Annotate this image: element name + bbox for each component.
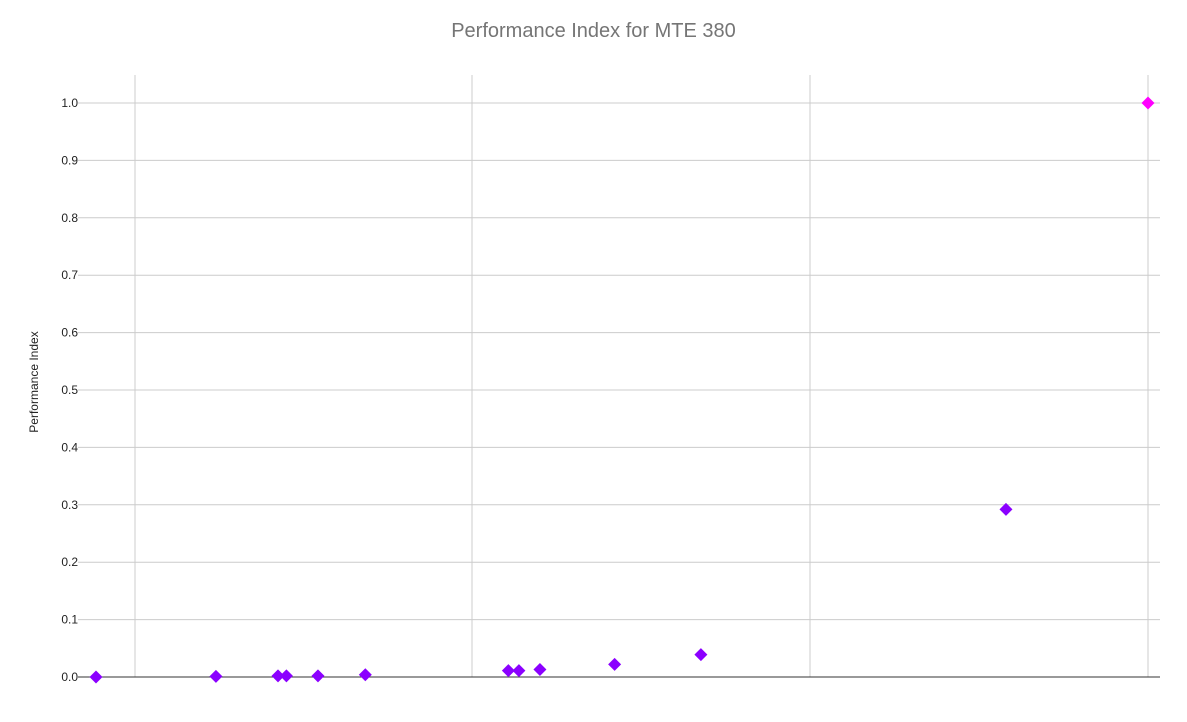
y-tick-label: 0.6 xyxy=(61,326,78,340)
y-tick-label: 0.8 xyxy=(61,211,78,225)
data-point xyxy=(271,669,285,683)
y-tick-label: 0.0 xyxy=(61,670,78,684)
data-point xyxy=(279,669,293,683)
data-point xyxy=(512,664,526,678)
y-tick-label: 0.7 xyxy=(61,268,78,282)
data-point xyxy=(358,668,372,682)
y-tick-label: 0.1 xyxy=(61,613,78,627)
y-tick-label: 1.0 xyxy=(61,96,78,110)
data-point xyxy=(89,670,103,684)
y-tick-label: 0.2 xyxy=(61,555,78,569)
data-point xyxy=(533,663,547,677)
data-point xyxy=(1141,96,1155,110)
data-point xyxy=(311,669,325,683)
y-tick-label: 0.3 xyxy=(61,498,78,512)
data-point xyxy=(209,669,223,683)
chart-title: Performance Index for MTE 380 xyxy=(451,20,736,42)
data-point xyxy=(694,648,708,662)
y-tick-label: 0.4 xyxy=(61,440,78,454)
y-tick-label: 0.9 xyxy=(61,153,78,167)
y-tick-label: 0.5 xyxy=(61,383,78,397)
data-point xyxy=(501,664,515,678)
data-point xyxy=(608,657,622,671)
data-point xyxy=(999,502,1013,516)
